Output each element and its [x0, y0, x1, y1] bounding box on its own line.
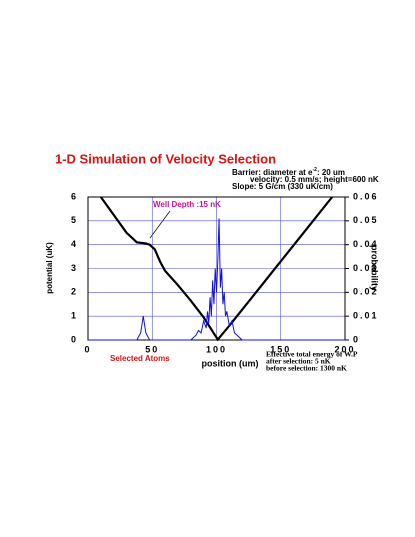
- annotation: Effective total energy of W.P: [266, 350, 358, 359]
- annotation: Well Depth :15 nK: [153, 200, 221, 209]
- y-tick-label: 2: [71, 287, 78, 297]
- x-tick-label: 200: [334, 344, 355, 354]
- annotation-arrow: [149, 210, 171, 239]
- y-axis-label: potential (uK): [45, 242, 54, 294]
- y2-tick-label: 0.06: [353, 191, 379, 201]
- y-tick-label: 5: [71, 215, 78, 225]
- annotation: after selection: 5 nK: [266, 357, 331, 366]
- y-tick-label: 1: [71, 311, 78, 321]
- annotation: Barrier: diameter at e-2: 20 um: [232, 167, 345, 177]
- annotation: Selected Atoms: [110, 354, 170, 363]
- y2-tick-label: 0.03: [353, 263, 379, 273]
- y-tick-label: 4: [71, 239, 78, 249]
- plot-frame: [87, 196, 346, 341]
- y-tick-label: 6: [71, 191, 78, 201]
- y2-axis-label: probability: [370, 245, 380, 291]
- y2-tick-label: 0.02: [353, 287, 379, 297]
- annotation: velocity: 0.5 mm/s; height=600 nK: [250, 175, 379, 184]
- annotation: before selection: 1300 nK: [266, 364, 347, 373]
- y2-tick-label: 0.01: [353, 311, 379, 321]
- series-line: [99, 196, 334, 342]
- x-tick-label: 50: [145, 344, 159, 354]
- y2-tick-label: 0: [353, 334, 360, 344]
- annotation: Slope: 5 G/cm (330 uK/cm): [232, 182, 333, 191]
- x-tick-label: 150: [270, 344, 291, 354]
- y2-tick-label: 0.05: [353, 215, 379, 225]
- x-tick-label: 0: [84, 344, 91, 354]
- x-tick-label: 100: [206, 344, 227, 354]
- x-axis-label: position (um): [202, 358, 259, 368]
- y-tick-label: 3: [71, 263, 78, 273]
- y-tick-label: 0: [71, 334, 78, 344]
- y2-tick-label: 0.04: [353, 239, 379, 249]
- series-line: [88, 218, 345, 341]
- chart-title: 1-D Simulation of Velocity Selection: [55, 151, 276, 166]
